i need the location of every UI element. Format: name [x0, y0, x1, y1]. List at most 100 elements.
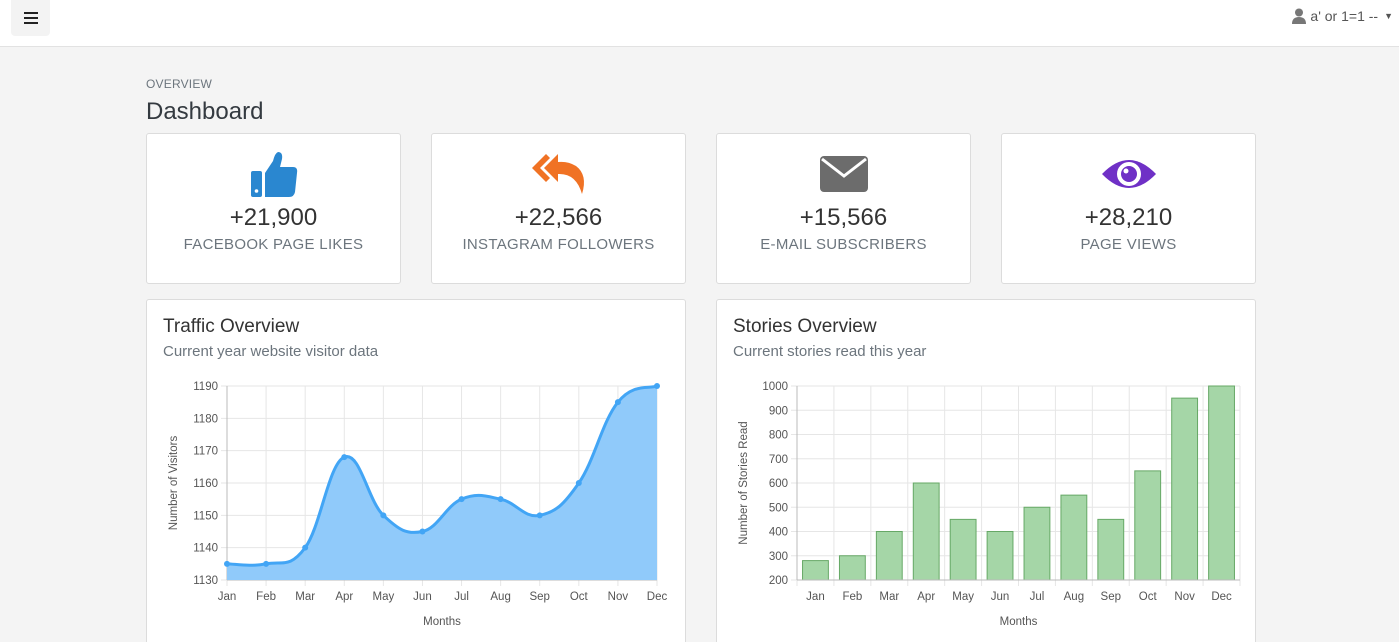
y-tick-label: 500 [769, 502, 788, 514]
bar [1171, 397, 1199, 581]
data-point [497, 496, 504, 503]
data-point [654, 383, 660, 389]
stat-card-email: +15,566 E-MAIL SUBSCRIBERS [716, 133, 971, 284]
y-tick-label: 800 [769, 430, 788, 442]
bar [1060, 494, 1088, 581]
x-tick-label: Nov [1174, 591, 1195, 603]
bar [1134, 470, 1162, 581]
x-tick-label: Oct [1139, 591, 1158, 603]
x-tick-label: Sep [1101, 591, 1121, 603]
data-point [380, 512, 387, 519]
x-tick-label: Apr [917, 591, 935, 603]
data-point [536, 512, 543, 519]
data-point [458, 496, 465, 503]
x-tick-label: Jan [218, 591, 237, 603]
x-tick-label: Oct [570, 591, 589, 603]
data-point [263, 560, 270, 567]
stat-label: FACEBOOK PAGE LIKES [183, 236, 364, 253]
user-menu-dropdown[interactable]: a' or 1=1 -- ▼ [1292, 8, 1393, 24]
bar [875, 531, 903, 581]
x-tick-label: Jun [413, 591, 432, 603]
card-subtitle: Current stories read this year [733, 343, 927, 360]
y-tick-label: 300 [769, 551, 788, 563]
y-tick-label: 700 [769, 454, 788, 466]
user-icon [1292, 8, 1307, 24]
y-tick-label: 1180 [193, 413, 218, 425]
y-tick-label: 600 [769, 478, 788, 490]
stat-value: +28,210 [1084, 204, 1173, 231]
page-title: Dashboard [146, 98, 264, 125]
data-point [419, 528, 426, 535]
envelope-icon [819, 156, 868, 192]
x-tick-label: Mar [295, 591, 315, 603]
caret-down-icon: ▼ [1384, 11, 1393, 21]
x-tick-label: Apr [335, 591, 353, 603]
x-axis-title: Months [1000, 616, 1038, 628]
data-point [224, 560, 230, 567]
stat-value: +21,900 [229, 204, 318, 231]
traffic-overview-card: Traffic Overview Current year website vi… [146, 299, 686, 642]
stat-value: +22,566 [514, 204, 603, 231]
stat-label: INSTAGRAM FOLLOWERS [462, 236, 655, 253]
x-tick-label: Feb [256, 591, 276, 603]
y-tick-label: 1190 [193, 381, 218, 393]
stat-label: PAGE VIEWS [1080, 236, 1177, 253]
page-overline: OVERVIEW [146, 77, 213, 91]
user-name: a' or 1=1 -- [1310, 8, 1379, 24]
y-tick-label: 900 [769, 405, 788, 417]
y-axis-title: Number of Visitors [168, 436, 180, 531]
x-tick-label: Aug [490, 591, 510, 603]
hamburger-icon [23, 12, 38, 24]
bar [838, 555, 866, 581]
x-tick-label: Jan [806, 591, 825, 603]
bar [986, 531, 1014, 581]
x-tick-label: Jun [991, 591, 1010, 603]
area-fill [227, 386, 657, 580]
y-tick-label: 1160 [193, 478, 218, 490]
x-tick-label: May [372, 591, 394, 603]
eye-icon [1101, 160, 1156, 188]
stat-card-pageviews: +28,210 PAGE VIEWS [1001, 133, 1256, 284]
y-axis-title: Number of Stories Read [738, 421, 750, 544]
x-tick-label: Aug [1064, 591, 1084, 603]
bar [1023, 506, 1051, 581]
bar [1097, 518, 1125, 581]
stat-card-instagram: +22,566 INSTAGRAM FOLLOWERS [431, 133, 686, 284]
y-tick-label: 1170 [193, 446, 218, 458]
x-tick-label: Mar [879, 591, 899, 603]
data-point [614, 399, 621, 406]
card-title: Traffic Overview [163, 316, 300, 337]
y-tick-label: 1000 [762, 381, 788, 393]
x-tick-label: Dec [647, 591, 668, 603]
bar [912, 482, 940, 581]
data-point [575, 480, 582, 486]
menu-toggle-button[interactable] [11, 0, 50, 36]
x-tick-label: Jul [1030, 591, 1045, 603]
x-tick-label: Jul [454, 591, 469, 603]
x-tick-label: Feb [842, 591, 862, 603]
stories-bar-chart: 200 300 400 500 600 700 800 900 1000 Jan Feb Mar Apr… [738, 381, 1241, 628]
data-point [302, 544, 309, 551]
data-point [341, 454, 348, 461]
thumbs-up-icon [250, 152, 297, 197]
y-tick-label: 1150 [193, 510, 218, 522]
bar [1208, 385, 1235, 581]
stories-overview-card: Stories Overview Current stories read th… [716, 299, 1256, 642]
bar [802, 560, 829, 581]
y-tick-label: 200 [769, 575, 788, 587]
x-tick-label: Sep [529, 591, 549, 603]
x-axis-title: Months [423, 616, 461, 628]
x-tick-label: Dec [1211, 591, 1232, 603]
stat-value: +15,566 [799, 204, 888, 231]
x-tick-label: May [952, 591, 974, 603]
y-tick-label: 400 [769, 527, 788, 539]
card-title: Stories Overview [733, 316, 877, 337]
bar [949, 518, 977, 581]
stat-card-facebook: +21,900 FACEBOOK PAGE LIKES [146, 133, 401, 284]
y-tick-label: 1140 [193, 543, 218, 555]
x-tick-label: Nov [608, 591, 629, 603]
card-subtitle: Current year website visitor data [163, 343, 379, 360]
y-tick-label: 1130 [193, 575, 218, 587]
stat-label: E-MAIL SUBSCRIBERS [760, 236, 927, 253]
reply-all-icon [531, 154, 584, 194]
